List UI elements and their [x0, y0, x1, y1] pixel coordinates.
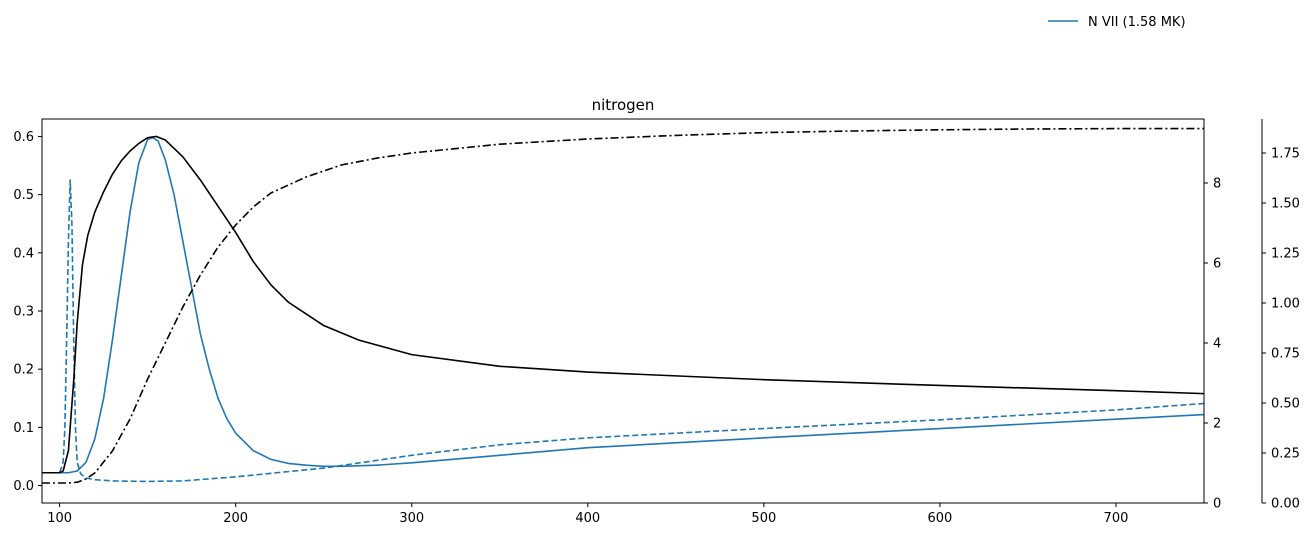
x-tick-label: 100 — [47, 511, 72, 526]
axes-layer: 100 200 300 400 500 600 7000.00.10.20.30.40.50… — [13, 118, 1300, 526]
right2-tick-label: 0.25 — [1271, 447, 1300, 462]
right2-tick-label: 0.00 — [1271, 497, 1300, 512]
right-tick-label: 2 — [1213, 417, 1221, 432]
left-tick-label: 0.4 — [13, 246, 34, 261]
right2-tick-label: 0.50 — [1271, 397, 1300, 412]
legend-label: N VII (1.58 MK) — [1088, 15, 1186, 30]
left-tick-label: 0.5 — [13, 188, 34, 203]
right-tick-label: 4 — [1213, 337, 1221, 352]
chart-title: nitrogen — [592, 96, 655, 114]
right2-tick-label: 0.75 — [1271, 347, 1300, 362]
right2-tick-label: 1.50 — [1271, 197, 1300, 212]
x-tick-label: 500 — [751, 511, 776, 526]
series-layer — [42, 127, 1204, 484]
right2-tick-label: 1.25 — [1271, 247, 1300, 262]
series-line-2 — [42, 179, 1204, 483]
x-tick-label: 400 — [575, 511, 600, 526]
left-tick-label: 0.0 — [13, 479, 34, 494]
right-tick-label: 8 — [1213, 177, 1221, 192]
left-tick-label: 0.1 — [13, 421, 34, 436]
x-tick-label: 300 — [399, 511, 424, 526]
x-tick-label: 600 — [927, 511, 952, 526]
x-tick-label: 700 — [1104, 511, 1129, 526]
right-tick-label: 6 — [1213, 257, 1221, 272]
series-line-1 — [42, 136, 1204, 474]
series-line-4 — [42, 127, 1204, 484]
right2-tick-label: 1.00 — [1271, 297, 1300, 312]
right-tick-label: 0 — [1213, 497, 1221, 512]
left-tick-label: 0.2 — [13, 363, 34, 378]
right2-tick-label: 1.75 — [1271, 147, 1300, 162]
left-tick-label: 0.3 — [13, 305, 34, 320]
left-tick-label: 0.6 — [13, 130, 34, 145]
legend: N VII (1.58 MK) — [1048, 15, 1186, 30]
x-tick-label: 200 — [223, 511, 248, 526]
series-line-3 — [42, 135, 1204, 474]
